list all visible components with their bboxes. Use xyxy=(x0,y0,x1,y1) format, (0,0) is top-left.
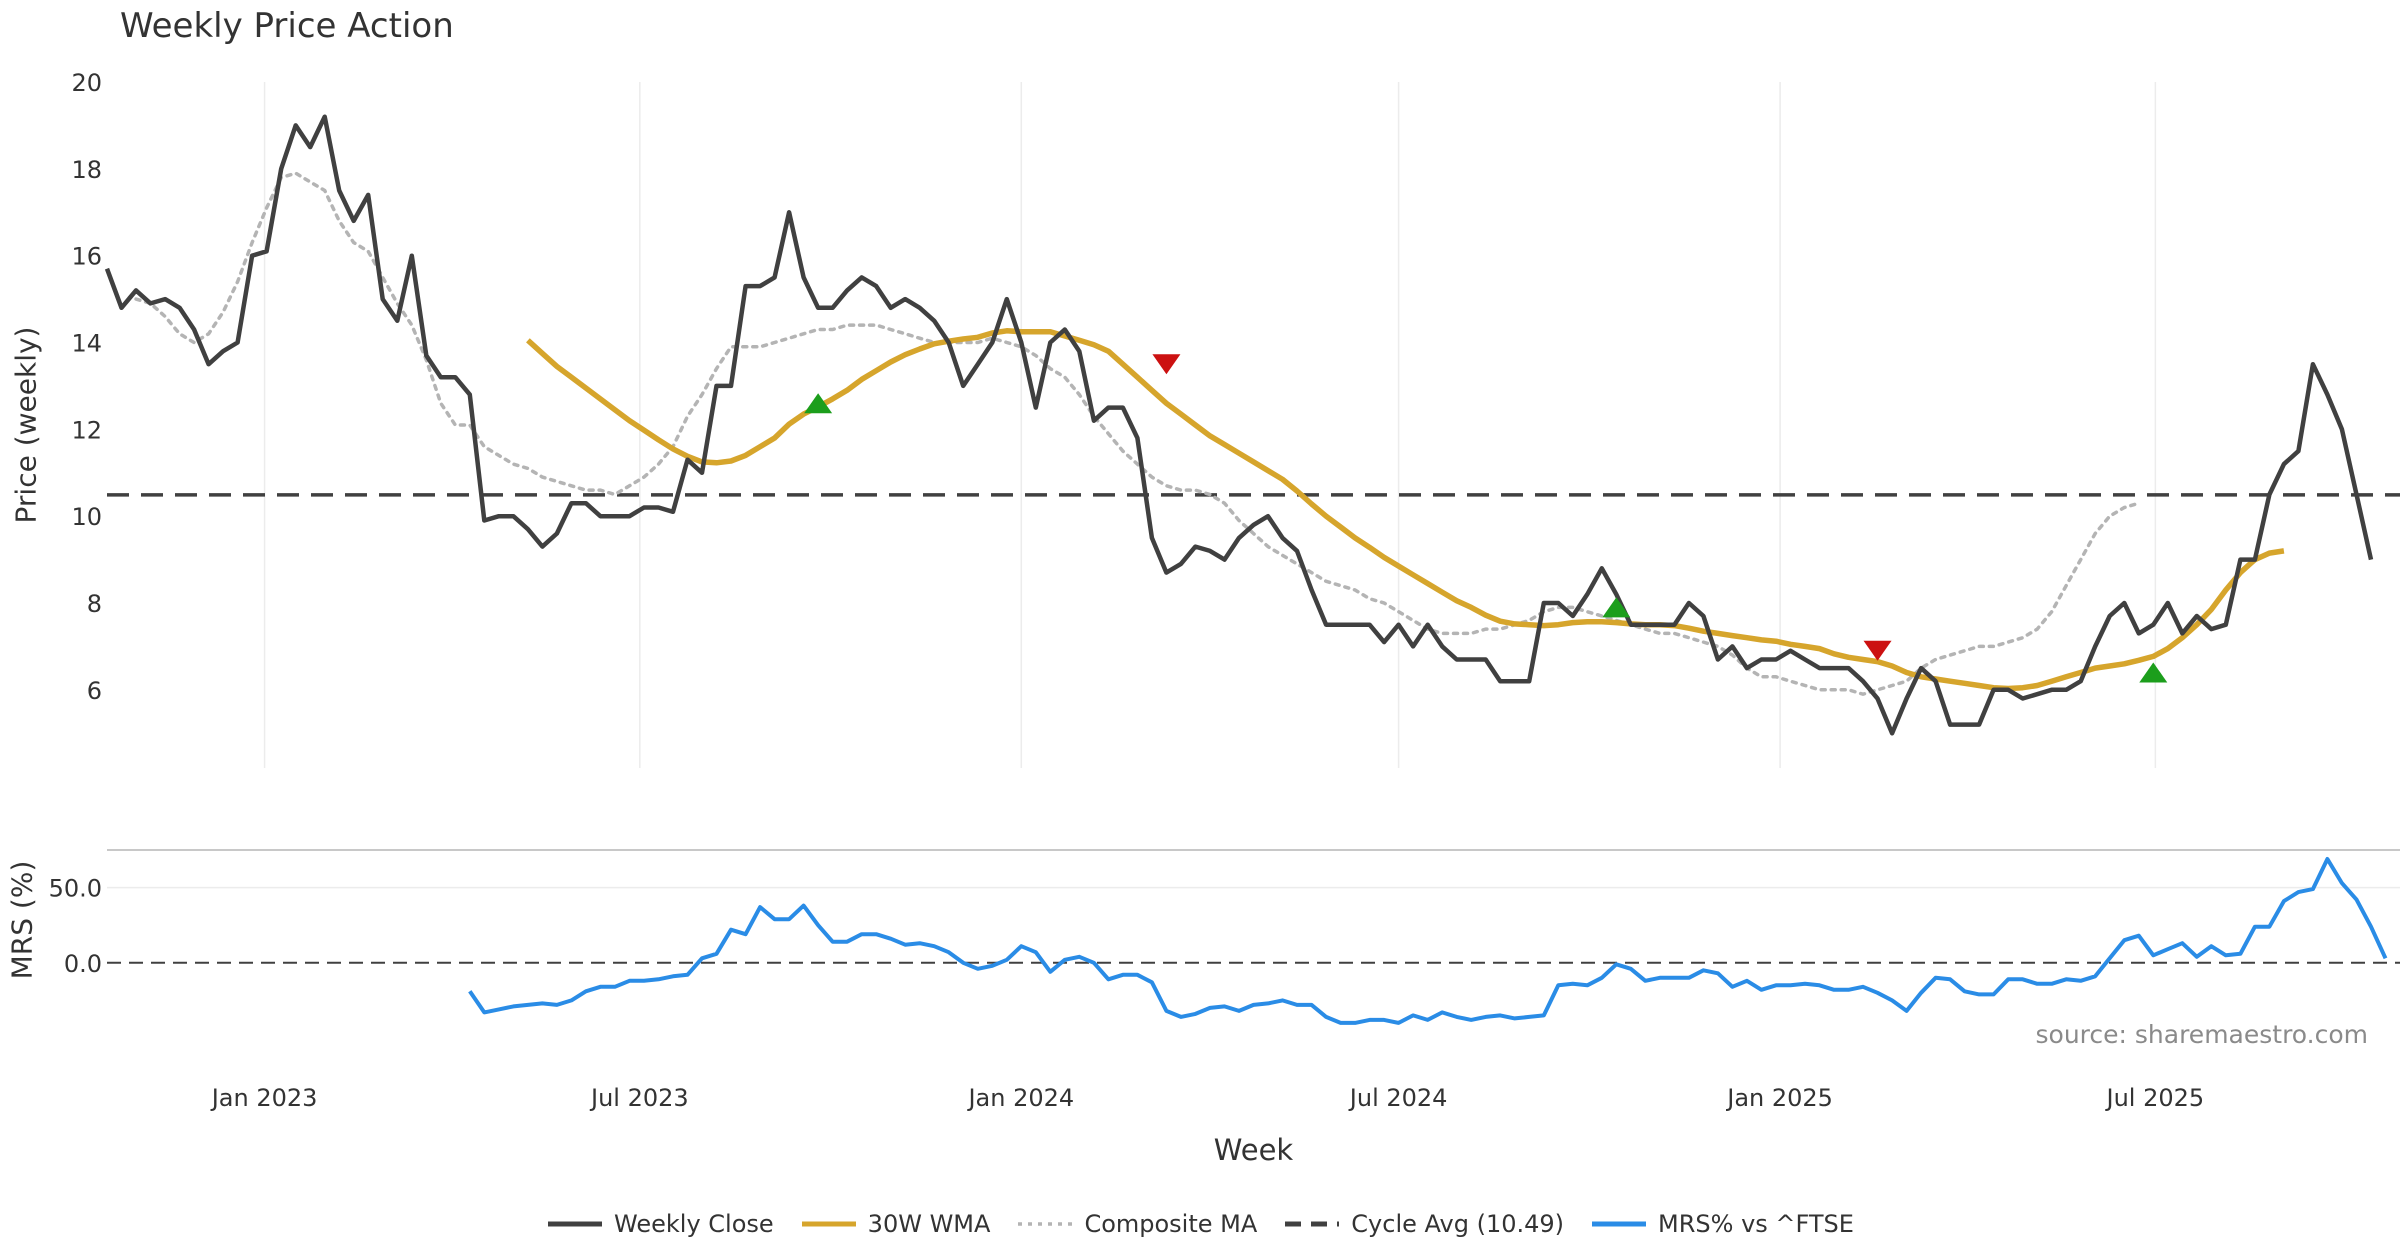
mrs-tick-label: 50.0 xyxy=(49,875,102,903)
legend-swatch xyxy=(1592,1221,1647,1227)
sell-signal-marker xyxy=(1152,354,1181,375)
legend-swatch xyxy=(1018,1222,1073,1226)
legend-label: MRS% vs ^FTSE xyxy=(1658,1210,1854,1238)
sell-signal-marker xyxy=(1863,640,1892,661)
x-tick-label: Jul 2024 xyxy=(1348,1084,1448,1112)
buy-signal-marker xyxy=(804,393,833,414)
legend-label: Composite MA xyxy=(1084,1210,1258,1238)
legend-label: Cycle Avg (10.49) xyxy=(1351,1210,1565,1238)
price-tick-label: 20 xyxy=(71,69,102,97)
weekly-close-line xyxy=(104,114,2374,736)
mrs-tick-label: 0.0 xyxy=(64,950,102,978)
legend-swatch xyxy=(801,1221,856,1227)
source-note: source: sharemaestro.com xyxy=(2035,1020,2369,1049)
price-tick-label: 10 xyxy=(71,503,102,531)
legend-label: Weekly Close xyxy=(614,1210,774,1238)
price-tick-label: 18 xyxy=(71,156,102,184)
legend-item: Weekly Close xyxy=(546,1210,774,1238)
legend-swatch xyxy=(548,1221,603,1227)
x-tick-label: Jan 2025 xyxy=(1725,1084,1833,1112)
legend-item: Cycle Avg (10.49) xyxy=(1283,1210,1564,1238)
legend-label: 30W WMA xyxy=(867,1210,991,1238)
x-tick-label: Jan 2023 xyxy=(210,1084,318,1112)
legend: Weekly Close 30W WMA Composite MA Cycle Avg… xyxy=(0,1210,2400,1238)
price-tick-label: 6 xyxy=(87,677,102,705)
legend-item: Composite MA xyxy=(1016,1210,1257,1238)
buy-signal-marker xyxy=(1602,597,1631,618)
price-tick-label: 14 xyxy=(71,330,102,358)
reference-lines xyxy=(107,493,2400,964)
chart-title: Weekly Price Action xyxy=(120,6,454,46)
price-tick-label: 8 xyxy=(87,590,102,618)
buy-signal-marker xyxy=(2139,662,2168,683)
legend-item: 30W WMA xyxy=(800,1210,991,1238)
tick-labels: Jan 2023 Jul 2023 Jan 2024 Jul 2024 Jan 2025… xyxy=(49,69,2205,1112)
price-tick-label: 16 xyxy=(71,243,102,271)
legend-swatch xyxy=(1285,1221,1340,1227)
grid-layer xyxy=(107,82,2400,889)
x-tick-label: Jul 2025 xyxy=(2105,1084,2205,1112)
mrs-line xyxy=(468,857,2388,1025)
x-tick-label: Jul 2023 xyxy=(589,1084,689,1112)
signal-markers xyxy=(804,354,2168,683)
x-axis-label: Week xyxy=(1213,1133,1294,1167)
x-tick-label: Jan 2024 xyxy=(966,1084,1074,1112)
price-tick-label: 12 xyxy=(71,416,102,444)
legend-item: MRS% vs ^FTSE xyxy=(1590,1210,1854,1238)
composite-ma-line xyxy=(134,171,2141,697)
